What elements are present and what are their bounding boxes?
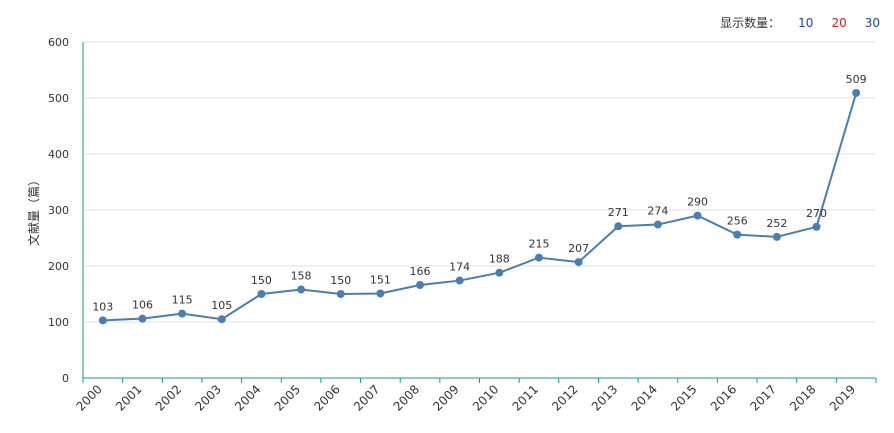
x-tick-label: 2000 (73, 382, 104, 413)
x-tick-label: 2001 (113, 382, 144, 413)
data-point (653, 220, 662, 229)
data-point (376, 289, 385, 298)
data-label: 106 (132, 299, 153, 312)
y-tick-label: 300 (48, 204, 69, 217)
x-tick-label: 2018 (787, 382, 818, 413)
data-label: 150 (251, 274, 272, 287)
data-label: 256 (727, 215, 748, 228)
x-tick-label: 2014 (629, 382, 660, 413)
data-point (534, 253, 543, 262)
x-tick-label: 2004 (232, 382, 263, 413)
data-point (733, 230, 742, 239)
data-point (336, 290, 345, 298)
y-tick-label: 600 (48, 36, 69, 49)
data-label: 207 (568, 242, 589, 255)
x-tick-label: 2017 (747, 382, 778, 413)
x-tick-label: 2013 (589, 382, 620, 413)
y-tick-label: 0 (62, 372, 69, 385)
x-tick-label: 2015 (668, 382, 699, 413)
data-label: 290 (687, 196, 708, 209)
data-label: 252 (766, 217, 787, 230)
x-tick-label: 2005 (272, 382, 303, 413)
data-point (138, 314, 147, 323)
y-tick-label: 100 (48, 316, 69, 329)
x-tick-label: 2006 (311, 382, 342, 413)
data-label: 158 (291, 270, 312, 283)
series-line (102, 92, 858, 322)
data-point (217, 315, 226, 324)
data-label: 174 (449, 261, 470, 274)
x-tick-label: 2007 (351, 382, 382, 413)
y-axis-label: 文献量（篇） (26, 174, 41, 246)
data-point (852, 88, 861, 97)
data-point (772, 232, 781, 241)
data-point (297, 285, 306, 294)
x-tick-label: 2019 (827, 382, 858, 413)
data-label: 274 (647, 205, 668, 218)
x-tick-label: 2011 (510, 382, 541, 413)
data-label: 509 (846, 73, 867, 86)
display-count-selector: 显示数量： 10 20 30 (720, 14, 880, 31)
data-label: 105 (211, 299, 232, 312)
x-tick-label: 2016 (708, 382, 739, 413)
display-count-option-20[interactable]: 20 (831, 15, 847, 30)
y-tick-label: 500 (48, 92, 69, 105)
data-label: 166 (410, 265, 431, 278)
x-tick-label: 2002 (153, 382, 184, 413)
display-count-label: 显示数量： (720, 16, 781, 30)
data-label: 271 (608, 206, 629, 219)
x-tick-label: 2010 (470, 382, 501, 413)
data-label: 115 (172, 294, 193, 307)
data-point (614, 222, 623, 231)
display-count-option-30[interactable]: 30 (864, 15, 880, 30)
data-point (178, 309, 187, 318)
data-point (574, 258, 583, 267)
x-tick-label: 2003 (192, 382, 223, 413)
data-label: 215 (528, 238, 549, 251)
display-count-option-10[interactable]: 10 (798, 15, 814, 30)
data-label: 103 (92, 300, 113, 313)
data-point (98, 316, 107, 325)
y-tick-label: 200 (48, 260, 69, 273)
data-point (455, 276, 464, 285)
x-tick-label: 2009 (430, 382, 461, 413)
data-label: 150 (330, 274, 351, 287)
data-label: 151 (370, 273, 391, 286)
x-tick-label: 2008 (391, 382, 422, 413)
x-tick-label: 2012 (549, 382, 580, 413)
data-point (812, 222, 821, 231)
data-point (257, 290, 266, 298)
data-label: 188 (489, 253, 510, 266)
data-label: 270 (806, 207, 827, 220)
data-point (693, 211, 702, 220)
data-point (495, 268, 504, 277)
y-tick-label: 400 (48, 148, 69, 161)
data-point (416, 281, 425, 290)
